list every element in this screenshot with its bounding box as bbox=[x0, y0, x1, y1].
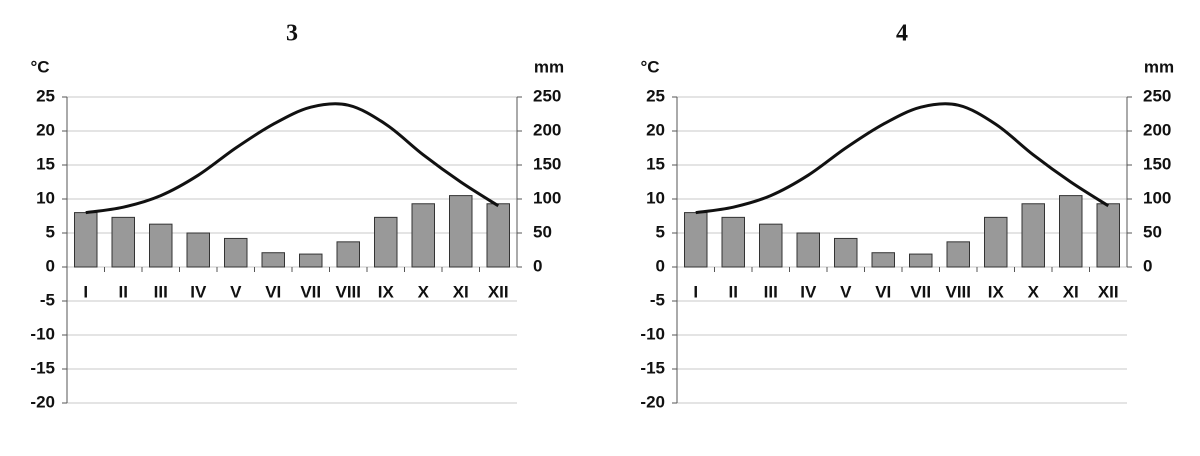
x-tick-label: V bbox=[230, 282, 242, 301]
x-tick-label: VI bbox=[875, 282, 891, 301]
bar bbox=[261, 252, 285, 268]
x-tick-label: X bbox=[418, 282, 430, 301]
bar bbox=[796, 232, 820, 268]
bar bbox=[1021, 203, 1045, 268]
x-tick-label: VIII bbox=[335, 282, 361, 301]
y-tick-label: 20 bbox=[646, 120, 665, 139]
x-tick-label: IV bbox=[800, 282, 817, 301]
y-tick-label: -5 bbox=[650, 290, 665, 309]
x-tick-label: VII bbox=[910, 282, 931, 301]
x-tick-label: X bbox=[1028, 282, 1040, 301]
x-tick-label: XI bbox=[1063, 282, 1079, 301]
y2-tick-label: 200 bbox=[533, 120, 561, 139]
y-tick-label: 0 bbox=[46, 256, 55, 275]
y2-tick-label: 100 bbox=[1143, 188, 1171, 207]
y2-tick-label: 0 bbox=[1143, 256, 1152, 275]
bar bbox=[186, 232, 210, 268]
x-tick-label: III bbox=[154, 282, 168, 301]
y-tick-label: -15 bbox=[640, 358, 665, 377]
bar bbox=[759, 223, 783, 268]
y2-axis-label: mm bbox=[534, 57, 564, 76]
bar bbox=[1059, 195, 1083, 268]
bar bbox=[411, 203, 435, 268]
y2-tick-label: 50 bbox=[1143, 222, 1162, 241]
bar bbox=[721, 216, 745, 268]
y-tick-label: -10 bbox=[640, 324, 665, 343]
y2-tick-label: 250 bbox=[533, 86, 561, 105]
y2-axis-label: mm bbox=[1144, 57, 1174, 76]
bar bbox=[946, 241, 970, 268]
chart-title: 4 bbox=[896, 21, 908, 47]
bar bbox=[149, 223, 173, 268]
y2-tick-label: 200 bbox=[1143, 120, 1171, 139]
x-tick-label: XII bbox=[1098, 282, 1119, 301]
y-axis-label: °C bbox=[30, 57, 49, 76]
x-tick-label: XI bbox=[453, 282, 469, 301]
y-tick-label: -15 bbox=[30, 358, 55, 377]
y2-tick-label: 50 bbox=[533, 222, 552, 241]
temperature-line bbox=[85, 102, 500, 215]
bar bbox=[374, 216, 398, 268]
x-tick-label: IX bbox=[988, 282, 1005, 301]
x-tick-label: IV bbox=[190, 282, 207, 301]
bar bbox=[909, 253, 933, 268]
y2-tick-label: 100 bbox=[533, 188, 561, 207]
chart-title: 3 bbox=[286, 21, 298, 47]
y-tick-label: -20 bbox=[30, 392, 55, 411]
x-tick-label: VI bbox=[265, 282, 281, 301]
y-tick-label: 25 bbox=[36, 86, 55, 105]
x-tick-label: III bbox=[764, 282, 778, 301]
y2-tick-label: 250 bbox=[1143, 86, 1171, 105]
temperature-line bbox=[695, 102, 1110, 215]
bar bbox=[684, 212, 708, 268]
y-tick-label: 0 bbox=[656, 256, 665, 275]
x-tick-label: II bbox=[729, 282, 738, 301]
x-tick-label: II bbox=[119, 282, 128, 301]
y-axis-label: °C bbox=[640, 57, 659, 76]
bar bbox=[984, 216, 1008, 268]
x-tick-label: IX bbox=[378, 282, 395, 301]
x-tick-label: XII bbox=[488, 282, 509, 301]
y-tick-label: 15 bbox=[36, 154, 55, 173]
y-tick-label: -5 bbox=[40, 290, 55, 309]
y-tick-label: 10 bbox=[646, 188, 665, 207]
y-tick-label: 15 bbox=[646, 154, 665, 173]
y-tick-label: 25 bbox=[646, 86, 665, 105]
bar bbox=[299, 253, 323, 268]
bar bbox=[1096, 203, 1120, 268]
bar bbox=[224, 237, 248, 268]
y-tick-label: -20 bbox=[640, 392, 665, 411]
y2-tick-label: 150 bbox=[1143, 154, 1171, 173]
y2-tick-label: 0 bbox=[533, 256, 542, 275]
bar bbox=[111, 216, 135, 268]
x-tick-label: I bbox=[693, 282, 698, 301]
bar bbox=[74, 212, 98, 268]
bar bbox=[834, 237, 858, 268]
x-tick-label: I bbox=[83, 282, 88, 301]
y-tick-label: 5 bbox=[656, 222, 665, 241]
x-tick-label: VIII bbox=[945, 282, 971, 301]
x-tick-label: VII bbox=[300, 282, 321, 301]
bar bbox=[486, 203, 510, 268]
y-tick-label: 10 bbox=[36, 188, 55, 207]
bar bbox=[871, 252, 895, 268]
y2-tick-label: 150 bbox=[533, 154, 561, 173]
y-tick-label: 5 bbox=[46, 222, 55, 241]
bar bbox=[336, 241, 360, 268]
bar bbox=[449, 195, 473, 268]
y-tick-label: 20 bbox=[36, 120, 55, 139]
x-tick-label: V bbox=[840, 282, 852, 301]
y-tick-label: -10 bbox=[30, 324, 55, 343]
